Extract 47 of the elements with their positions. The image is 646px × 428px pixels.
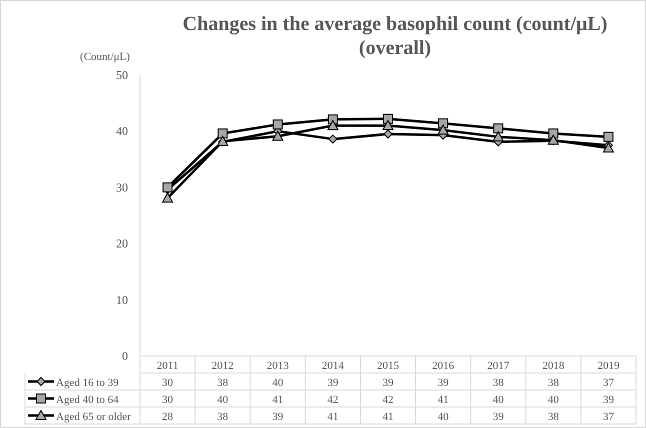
data-label: 38 [217,377,229,389]
data-label: 39 [438,377,450,389]
data-label: 42 [382,394,394,406]
data-label: 39 [492,411,504,423]
x-tick-label: 2015 [377,360,400,372]
data-label: 28 [162,411,174,423]
x-tick-label: 2019 [597,360,620,372]
legend-label: Aged 16 to 39 [56,377,120,389]
data-label: 30 [162,377,174,389]
data-label: 40 [548,394,560,406]
data-label: 40 [438,411,450,423]
y-tick-label: 40 [116,124,128,138]
data-label: 39 [602,394,614,406]
data-label: 41 [438,394,449,406]
legend-label: Aged 40 to 64 [56,394,120,406]
y-tick-label: 20 [116,236,128,251]
x-tick-label: 2012 [212,360,234,372]
legend-label: Aged 65 or older [56,411,132,423]
data-label: 39 [382,377,394,389]
data-label: 38 [217,411,229,423]
x-tick-label: 2018 [542,360,565,372]
data-label: 42 [327,394,338,406]
y-axis-title: (Count/μL) [80,51,130,63]
data-label: 41 [382,411,394,423]
data-label: 41 [327,411,338,423]
data-label: 39 [272,411,284,423]
data-label: 40 [272,377,284,389]
data-label: 41 [272,394,284,406]
y-tick-label: 10 [116,292,128,307]
y-tick-label: 0 [122,349,128,363]
y-tick-label: 30 [116,180,128,194]
data-label: 40 [217,394,229,406]
data-label: 38 [492,377,504,389]
y-tick-label: 50 [116,68,128,82]
data-label: 38 [548,377,560,389]
data-label: 37 [602,411,614,423]
chart-title: Changes in the average basophil count (count/μL) (overall) [182,13,608,59]
data-label: 37 [602,377,614,389]
x-tick-label: 2013 [266,360,290,372]
data-label: 39 [327,377,339,389]
x-tick-label: 2017 [487,360,510,372]
data-label: 30 [162,394,174,406]
x-tick-label: 2014 [322,360,344,372]
x-tick-label: 2011 [156,360,178,372]
x-tick-label: 2016 [432,360,455,372]
data-label: 38 [548,411,560,423]
data-label: 40 [492,394,504,406]
